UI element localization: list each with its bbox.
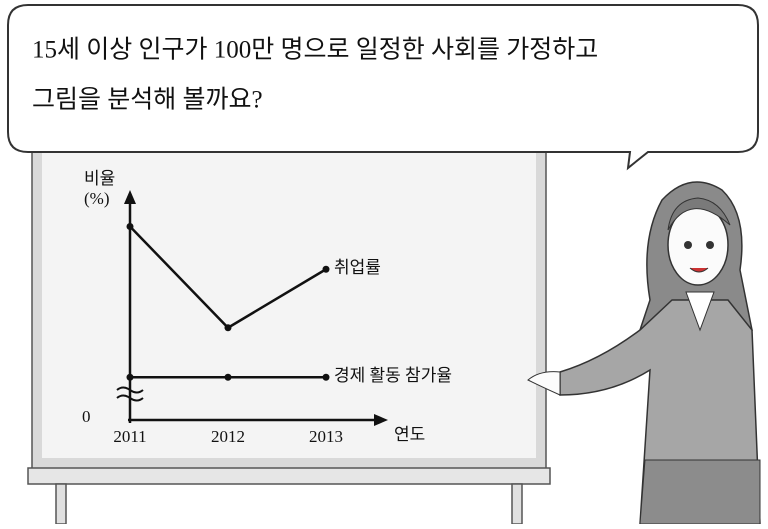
board-surface bbox=[42, 140, 536, 458]
x-arrow bbox=[374, 414, 388, 426]
speech-bubble bbox=[7, 4, 759, 171]
board-tray bbox=[27, 467, 551, 485]
data-point bbox=[322, 265, 330, 273]
board-leg bbox=[55, 483, 67, 525]
x-tick-label: 2012 bbox=[211, 427, 245, 446]
series-label: 취업률 bbox=[334, 258, 381, 277]
data-point bbox=[224, 373, 232, 381]
board-leg bbox=[511, 483, 523, 525]
y-axis-unit: (%) bbox=[84, 189, 109, 208]
data-point bbox=[126, 223, 134, 230]
speech-line: 15세 이상 인구가 100만 명으로 일정한 사회를 가정하고 bbox=[32, 36, 598, 64]
series-label: 경제 활동 참가율 bbox=[334, 366, 452, 385]
data-point bbox=[322, 373, 330, 381]
presenter bbox=[527, 181, 761, 525]
x-tick-label: 2013 bbox=[309, 427, 343, 446]
speech-line: 그림을 분석해 볼까요? bbox=[32, 86, 263, 114]
x-tick-label: 2011 bbox=[113, 427, 146, 446]
y-tick-label: 0 bbox=[82, 407, 91, 426]
data-point bbox=[126, 373, 134, 381]
data-point bbox=[224, 324, 232, 332]
y-axis-title: 비율 bbox=[84, 169, 115, 188]
y-arrow bbox=[124, 190, 136, 204]
x-axis-title: 연도 bbox=[394, 425, 425, 444]
axis-break bbox=[116, 386, 144, 402]
